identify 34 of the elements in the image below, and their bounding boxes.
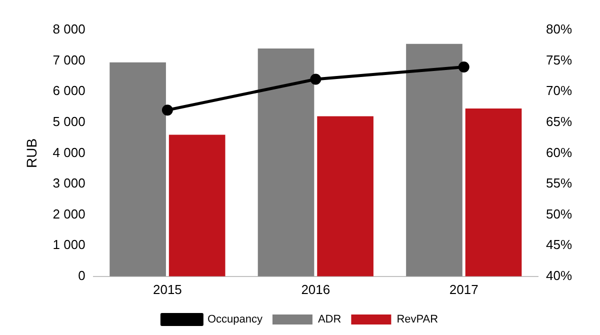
- y-tick-label: 2 000: [52, 206, 86, 222]
- legend-label: ADR: [318, 314, 342, 326]
- point: [458, 61, 470, 72]
- point: [162, 104, 173, 116]
- y2-tick-label: 60%: [546, 144, 572, 160]
- y-tick-label: 1 000: [52, 237, 86, 252]
- bar: [110, 62, 166, 276]
- bar: [168, 134, 226, 276]
- bar: [465, 108, 522, 276]
- y-tick-label: 5 000: [52, 114, 86, 129]
- legend-label: Occupancy: [207, 314, 263, 326]
- y-tick-label: 8 000: [52, 22, 86, 37]
- y-tick-label: 3 000: [52, 176, 86, 191]
- legend-label: RevPAR: [396, 314, 438, 326]
- y2-tick-label: 45%: [546, 237, 572, 252]
- y-tick-label: 0: [78, 268, 86, 283]
- y2-tick-label: 70%: [546, 83, 572, 98]
- y-axis-title: RUB: [23, 138, 40, 168]
- x-tick-label: 2017: [449, 282, 478, 297]
- y2-tick-label: 80%: [546, 22, 572, 37]
- y2-tick-label: 40%: [546, 268, 572, 283]
- bar: [258, 48, 314, 276]
- y2-tick-label: 55%: [546, 176, 572, 191]
- x-tick-label: 2016: [301, 282, 330, 297]
- y-tick-label: 7 000: [52, 52, 86, 68]
- y2-tick-label: 50%: [546, 206, 572, 222]
- bar: [406, 44, 462, 276]
- bar: [317, 116, 374, 276]
- x-tick-label: 2015: [152, 282, 182, 297]
- y2-tick-label: 75%: [546, 52, 572, 68]
- y-tick-label: 6 000: [52, 83, 86, 98]
- y-tick-label: 4 000: [52, 144, 86, 160]
- y2-tick-label: 65%: [546, 114, 572, 129]
- point: [310, 74, 322, 85]
